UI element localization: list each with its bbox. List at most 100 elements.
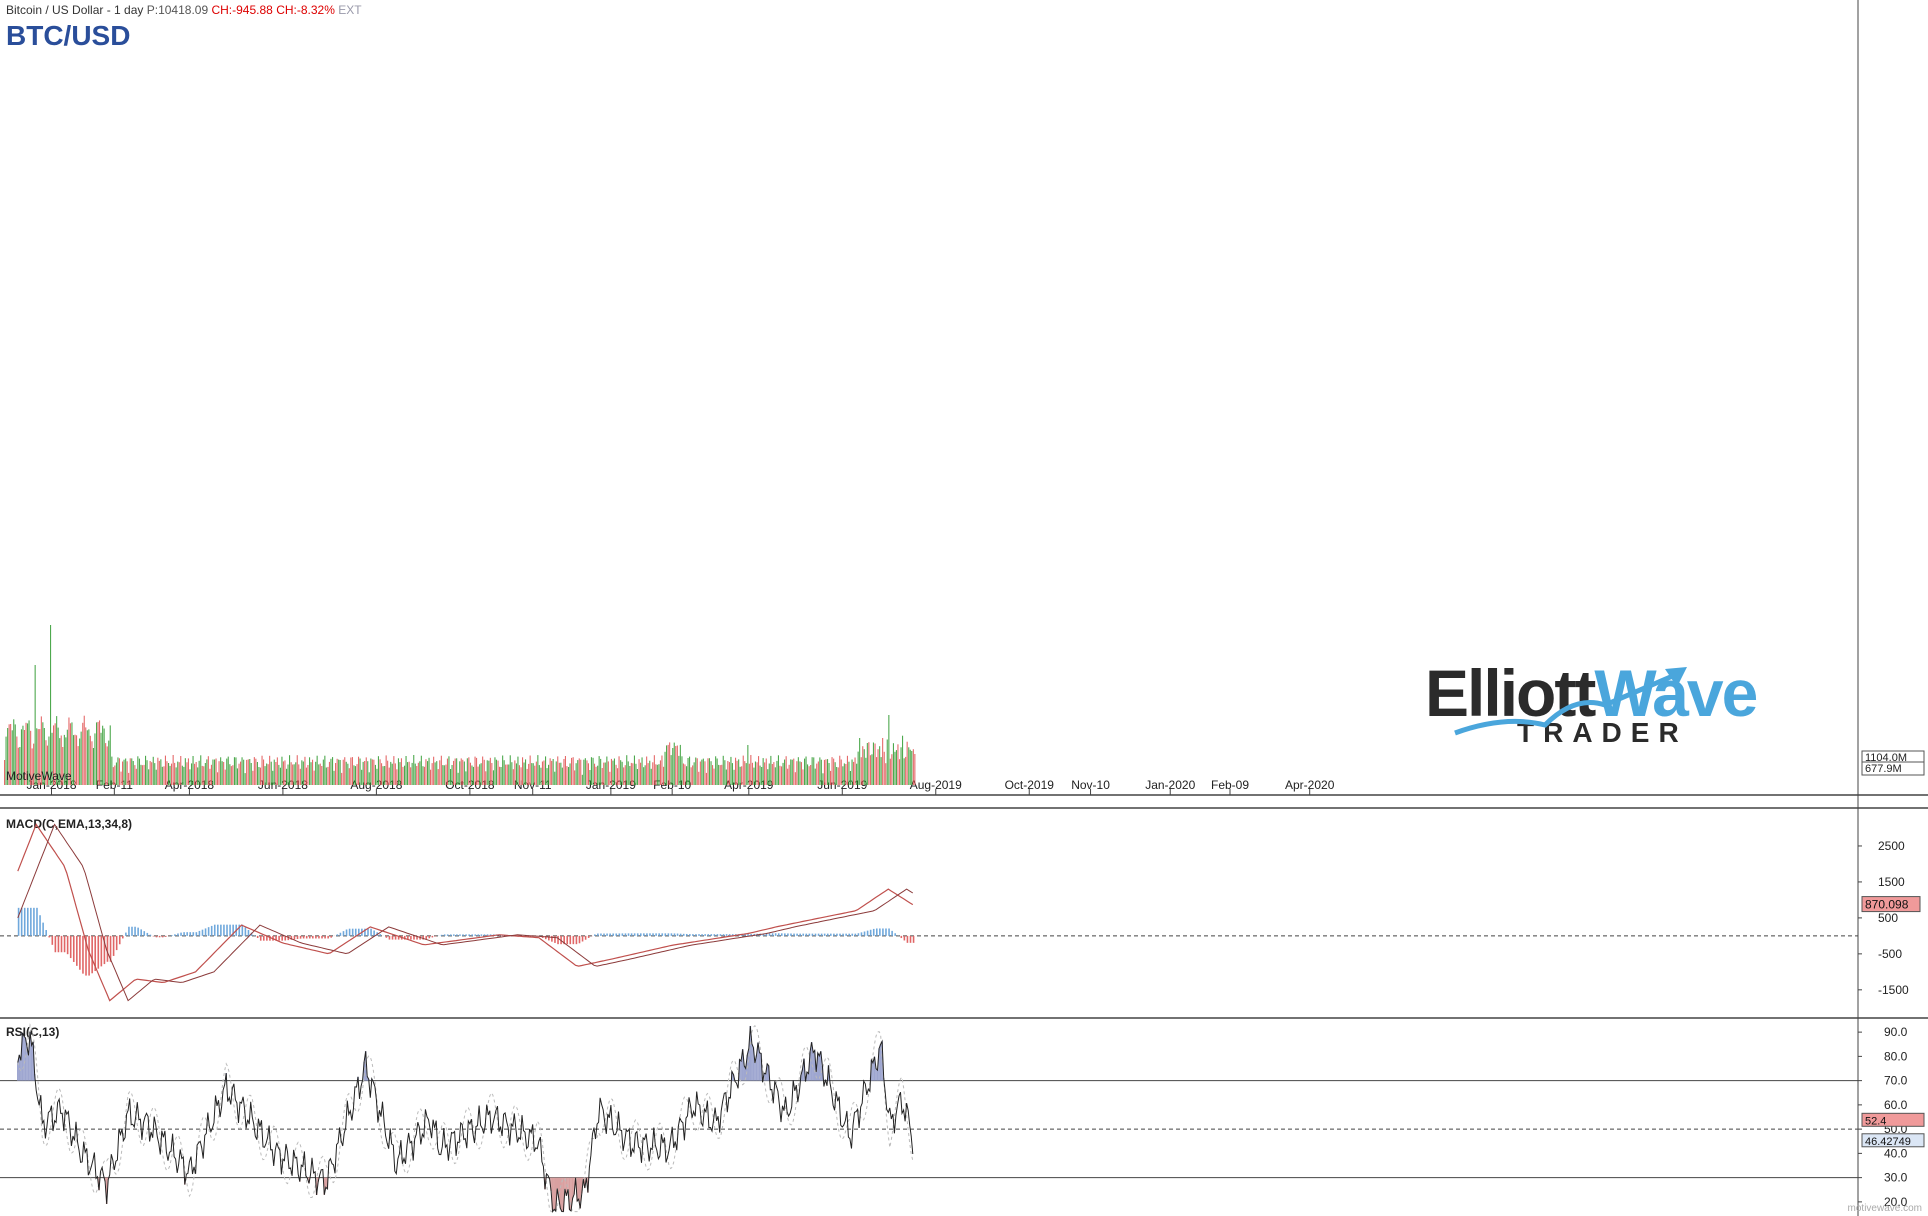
macd-histogram-bar bbox=[869, 929, 872, 936]
volume-bar bbox=[442, 765, 444, 785]
volume-bar bbox=[779, 765, 781, 785]
macd-histogram-bar bbox=[572, 935, 575, 945]
volume-bar bbox=[100, 732, 102, 785]
volume-bar bbox=[229, 764, 231, 785]
volume-bar bbox=[407, 762, 409, 785]
rsi-value-label: 52.4 bbox=[1865, 1115, 1886, 1127]
volume-bar bbox=[620, 760, 622, 785]
macd-histogram-bar bbox=[664, 933, 667, 936]
volume-bar bbox=[705, 772, 707, 785]
volume-bar bbox=[914, 754, 916, 785]
change-value: CH:-945.88 bbox=[211, 3, 273, 17]
macd-histogram-bar bbox=[88, 935, 90, 976]
volume-bar bbox=[865, 757, 867, 785]
macd-histogram-bar bbox=[725, 934, 728, 936]
volume-bar bbox=[613, 758, 615, 785]
volume-bar bbox=[641, 757, 643, 785]
volume-bar bbox=[45, 740, 47, 785]
macd-histogram-bar bbox=[839, 933, 841, 936]
volume-bar bbox=[839, 755, 841, 785]
macd-histogram-bar bbox=[866, 930, 869, 936]
volume-bar bbox=[713, 768, 715, 785]
macd-histogram-bar bbox=[42, 922, 44, 936]
macd-histogram-bar bbox=[164, 935, 167, 937]
volume-bar bbox=[822, 773, 824, 785]
macd-histogram-bar bbox=[682, 933, 685, 936]
volume-bar bbox=[178, 762, 180, 785]
volume-bar bbox=[477, 766, 479, 785]
macd-histogram-bar bbox=[213, 924, 216, 936]
volume-bar bbox=[883, 751, 885, 785]
volume-bar bbox=[31, 748, 33, 785]
volume-bar bbox=[770, 755, 772, 785]
macd-histogram-bar bbox=[655, 933, 657, 936]
volume-bar bbox=[345, 761, 347, 785]
rsi-line bbox=[17, 1025, 914, 1214]
macd-histogram-bar bbox=[115, 935, 118, 951]
volume-bar bbox=[554, 771, 556, 785]
volume-bar bbox=[437, 769, 439, 785]
volume-bar bbox=[761, 767, 763, 785]
volume-bar bbox=[177, 761, 179, 785]
volume-bar bbox=[275, 762, 277, 785]
volume-bar bbox=[771, 764, 773, 785]
macd-histogram-bar bbox=[823, 933, 826, 936]
volume-bar bbox=[30, 730, 32, 785]
volume-bar bbox=[342, 759, 344, 785]
volume-bar bbox=[880, 757, 882, 785]
volume-bar bbox=[853, 761, 855, 785]
price-value: P:10418.09 bbox=[146, 3, 209, 17]
volume-tag-label: 1104.0M bbox=[1865, 752, 1907, 764]
change-percent: CH:-8.32% bbox=[276, 3, 335, 17]
macd-histogram-bar bbox=[391, 935, 394, 940]
x-axis-label: Oct-2019 bbox=[1005, 778, 1055, 792]
macd-histogram-bar bbox=[63, 935, 66, 953]
macd-histogram-bar bbox=[174, 934, 176, 936]
volume-bar bbox=[180, 756, 182, 785]
rsi-value-box bbox=[1861, 1133, 1925, 1148]
volume-bar bbox=[492, 770, 494, 785]
volume-bar bbox=[53, 725, 55, 785]
macd-histogram-bar bbox=[195, 932, 198, 936]
macd-histogram-bar bbox=[903, 935, 906, 941]
volume-bar bbox=[708, 758, 710, 785]
volume-bar bbox=[376, 768, 378, 785]
volume-bar bbox=[313, 770, 315, 785]
volume-bar bbox=[266, 763, 268, 785]
volume-bar bbox=[592, 757, 594, 785]
volume-bar bbox=[155, 769, 157, 785]
volume-bar bbox=[238, 763, 240, 785]
macd-histogram-bar bbox=[186, 932, 188, 936]
volume-bar bbox=[304, 756, 306, 785]
volume-bar bbox=[529, 755, 531, 785]
volume-bar bbox=[215, 758, 217, 785]
macd-histogram-bar bbox=[266, 935, 268, 941]
volume-bar bbox=[876, 757, 878, 785]
volume-bar bbox=[482, 756, 484, 785]
volume-bar bbox=[560, 762, 562, 785]
macd-histogram-bar bbox=[747, 934, 749, 936]
volume-bar bbox=[823, 759, 825, 785]
volume-bar bbox=[689, 756, 691, 785]
volume-tag-label: 677.9M bbox=[1865, 763, 1902, 775]
macd-histogram-bar bbox=[315, 935, 317, 939]
macd-histogram-bar bbox=[777, 933, 780, 936]
volume-bar bbox=[310, 762, 312, 785]
volume-bar bbox=[17, 747, 19, 785]
macd-histogram-bar bbox=[118, 935, 121, 945]
volume-bar bbox=[148, 769, 150, 785]
volume-bar bbox=[74, 734, 76, 785]
volume-bar bbox=[359, 758, 361, 785]
x-axis-label: Apr-2020 bbox=[1285, 778, 1335, 792]
volume-bar bbox=[497, 760, 499, 785]
ext-toggle[interactable]: EXT bbox=[338, 3, 362, 17]
volume-bar bbox=[600, 758, 602, 785]
rsi-title: RSI(C,13) bbox=[6, 1025, 59, 1039]
volume-bar bbox=[232, 765, 234, 785]
volume-bar bbox=[551, 760, 553, 785]
volume-bar bbox=[604, 762, 606, 785]
volume-bar bbox=[151, 762, 153, 785]
volume-bar bbox=[341, 772, 343, 785]
elliott-wave-trader-logo: ElliottWave TRADER bbox=[1425, 655, 1758, 748]
volume-bar bbox=[541, 761, 543, 785]
